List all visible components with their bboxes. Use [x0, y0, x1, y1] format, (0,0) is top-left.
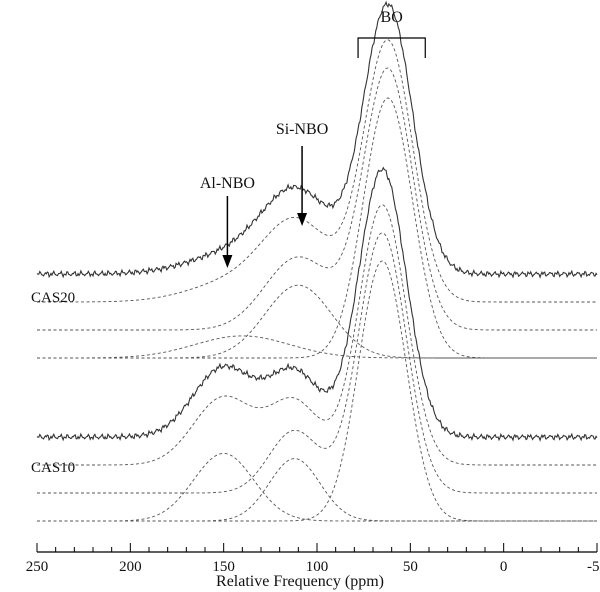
component-cas10-1	[37, 458, 597, 522]
spectrum-label-cas20: CAS20	[31, 290, 75, 306]
x-tick-label: 200	[119, 559, 142, 575]
partial-sum-cas10-1	[37, 232, 597, 494]
experimental-cas10	[36, 166, 598, 442]
x-tick-label: 0	[500, 559, 508, 575]
component-cas10-0	[37, 260, 597, 522]
x-tick-label: -50	[587, 559, 600, 575]
bo-label: BO	[381, 9, 403, 26]
fit-sum-cas10	[37, 204, 597, 466]
spectrum-label-cas10: CAS10	[31, 460, 75, 476]
annotations-layer: BO Si-NBO Al-NBO	[200, 9, 426, 268]
si-nbo-arrow	[297, 146, 308, 226]
spectra-layer: CAS20 CAS10	[31, 0, 598, 522]
spectrum-cas20: CAS20	[31, 0, 598, 359]
x-tick-label: 150	[212, 559, 235, 575]
x-axis: 250 200 150 100 50 0 -50	[26, 543, 600, 575]
x-axis-label: Relative Frequency (ppm)	[216, 573, 384, 590]
component-cas20-2	[37, 335, 597, 359]
al-nbo-label: Al-NBO	[200, 175, 255, 192]
si-nbo-label: Si-NBO	[276, 121, 328, 138]
component-cas10-2	[37, 452, 597, 522]
partial-sum-cas20-1	[37, 67, 597, 331]
x-tick-label: 100	[306, 559, 329, 575]
x-tick-label: 50	[403, 559, 418, 575]
component-cas20-1	[37, 284, 597, 359]
experimental-cas20	[36, 0, 598, 279]
fit-sum-cas20	[37, 39, 597, 303]
spectrum-cas10: CAS10	[31, 166, 598, 522]
al-nbo-arrow	[222, 196, 233, 268]
bo-bracket	[357, 37, 426, 58]
x-tick-label: 250	[26, 559, 49, 575]
